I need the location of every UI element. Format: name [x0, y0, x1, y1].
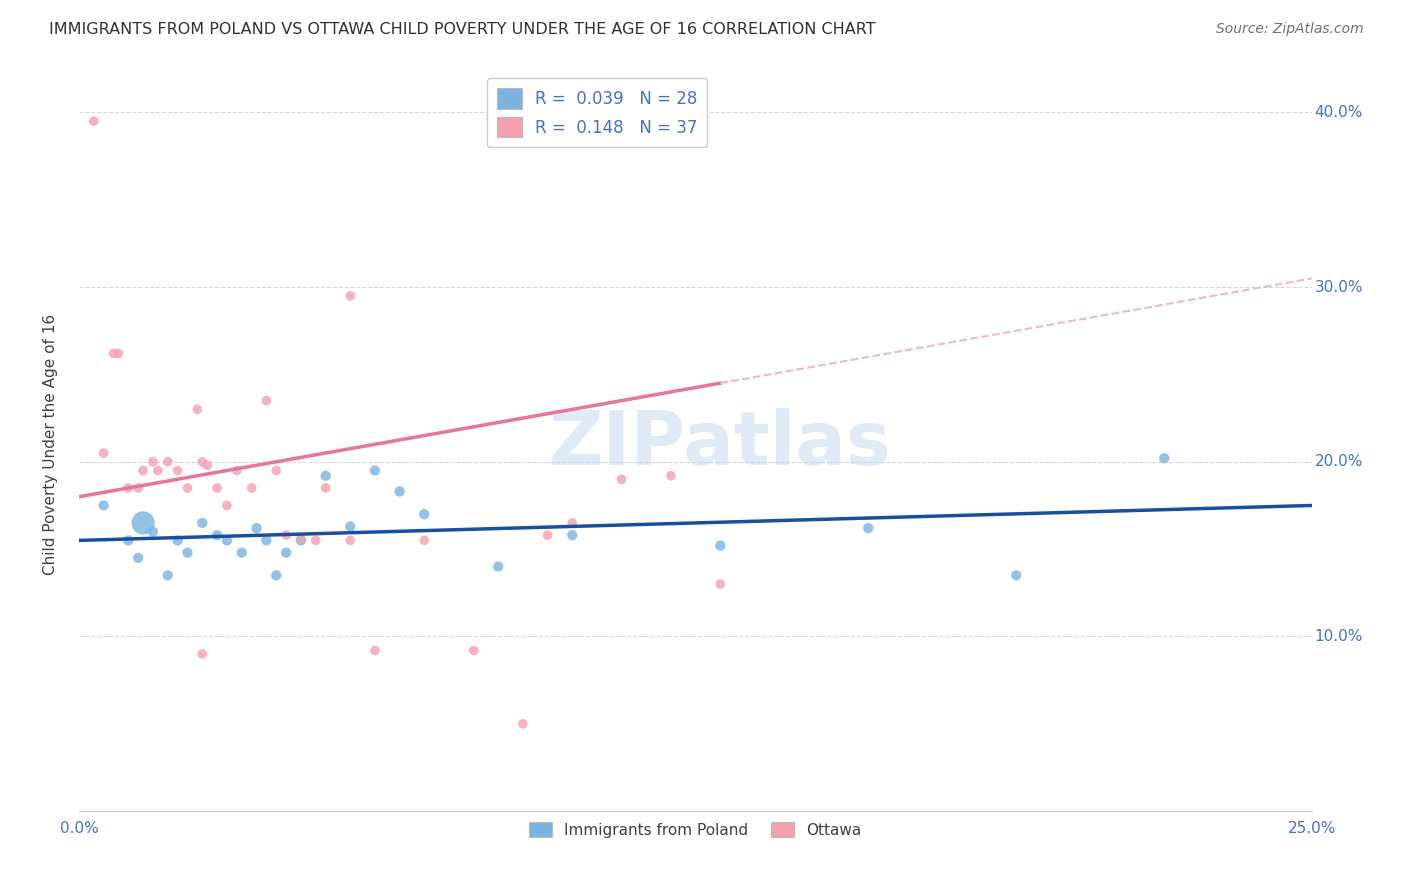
Point — [191, 455, 214, 469]
Point — [83, 114, 105, 128]
Point — [1005, 568, 1028, 582]
Point — [305, 533, 328, 548]
Point — [659, 468, 682, 483]
Point — [191, 516, 214, 530]
Point — [117, 533, 139, 548]
Point — [610, 472, 633, 486]
Point — [107, 346, 129, 360]
Point — [166, 463, 188, 477]
Point — [254, 393, 277, 408]
Point — [339, 519, 361, 533]
Text: 20.0%: 20.0% — [1315, 454, 1362, 469]
Point — [156, 455, 179, 469]
Text: Source: ZipAtlas.com: Source: ZipAtlas.com — [1216, 22, 1364, 37]
Point — [339, 289, 361, 303]
Text: ZIPatlas: ZIPatlas — [548, 408, 891, 481]
Point — [231, 546, 253, 560]
Point — [215, 533, 238, 548]
Point — [339, 533, 361, 548]
Text: IMMIGRANTS FROM POLAND VS OTTAWA CHILD POVERTY UNDER THE AGE OF 16 CORRELATION C: IMMIGRANTS FROM POLAND VS OTTAWA CHILD P… — [49, 22, 876, 37]
Point — [225, 463, 247, 477]
Point — [1153, 451, 1175, 466]
Point — [276, 528, 298, 542]
Point — [709, 539, 731, 553]
Point — [132, 516, 155, 530]
Point — [142, 524, 165, 539]
Point — [364, 643, 387, 657]
Point — [245, 521, 267, 535]
Point — [388, 484, 411, 499]
Point — [486, 559, 509, 574]
Point — [315, 481, 337, 495]
Point — [142, 455, 165, 469]
Point — [166, 533, 188, 548]
Point — [561, 516, 583, 530]
Point — [240, 481, 263, 495]
Point — [132, 463, 155, 477]
Point — [264, 463, 287, 477]
Legend: Immigrants from Poland, Ottawa: Immigrants from Poland, Ottawa — [523, 815, 868, 844]
Point — [156, 568, 179, 582]
Point — [205, 481, 228, 495]
Point — [254, 533, 277, 548]
Point — [215, 499, 238, 513]
Point — [93, 446, 115, 460]
Point — [413, 507, 436, 521]
Point — [512, 716, 534, 731]
Point — [127, 481, 149, 495]
Point — [561, 528, 583, 542]
Point — [413, 533, 436, 548]
Point — [195, 458, 218, 473]
Point — [103, 346, 125, 360]
Text: 10.0%: 10.0% — [1315, 629, 1362, 644]
Point — [290, 532, 312, 546]
Point — [186, 402, 208, 417]
Point — [858, 521, 880, 535]
Point — [276, 546, 298, 560]
Point — [146, 463, 169, 477]
Point — [315, 468, 337, 483]
Point — [709, 577, 731, 591]
Point — [205, 528, 228, 542]
Point — [364, 463, 387, 477]
Point — [176, 546, 198, 560]
Point — [127, 550, 149, 565]
Point — [536, 528, 558, 542]
Point — [176, 481, 198, 495]
Text: 30.0%: 30.0% — [1315, 279, 1364, 294]
Point — [191, 647, 214, 661]
Text: 40.0%: 40.0% — [1315, 105, 1362, 120]
Point — [93, 499, 115, 513]
Point — [463, 643, 485, 657]
Point — [264, 568, 287, 582]
Y-axis label: Child Poverty Under the Age of 16: Child Poverty Under the Age of 16 — [44, 314, 58, 574]
Point — [117, 481, 139, 495]
Point — [290, 533, 312, 548]
